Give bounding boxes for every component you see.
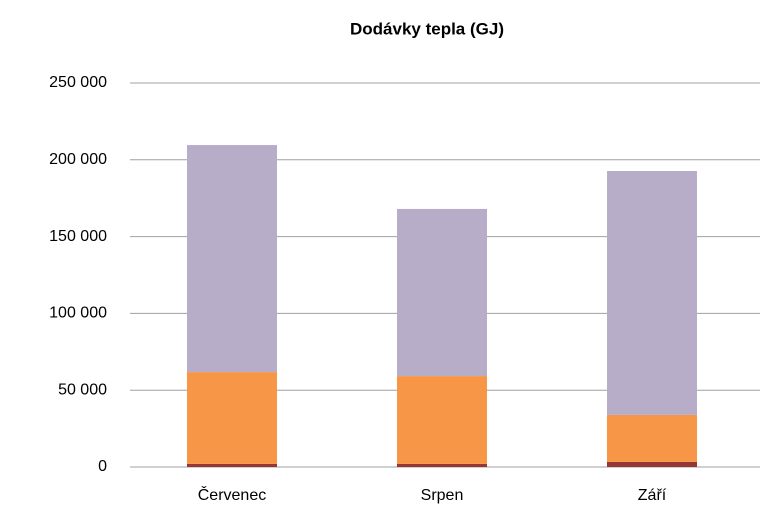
x-tick-label: Září <box>638 487 667 504</box>
bar-segment <box>397 208 487 377</box>
bar-segment <box>397 463 487 467</box>
x-tick-label: Červenec <box>198 485 266 504</box>
bar-segment <box>607 171 697 415</box>
y-tick-label: 0 <box>98 458 107 475</box>
y-tick-label: 50 000 <box>58 381 107 398</box>
x-tick-label: Srpen <box>421 487 464 504</box>
bar-segment <box>397 376 487 464</box>
y-tick-label: 250 000 <box>49 74 107 91</box>
bar-segment <box>187 145 277 373</box>
y-tick-label: 100 000 <box>49 305 107 322</box>
chart-title: Dodávky tepla (GJ) <box>350 19 504 38</box>
bar-segment <box>187 372 277 464</box>
bar-segment <box>607 414 697 462</box>
bar-segment <box>607 461 697 467</box>
y-tick-label: 150 000 <box>49 228 107 245</box>
bar-segment <box>187 463 277 467</box>
y-tick-label: 200 000 <box>49 151 107 168</box>
